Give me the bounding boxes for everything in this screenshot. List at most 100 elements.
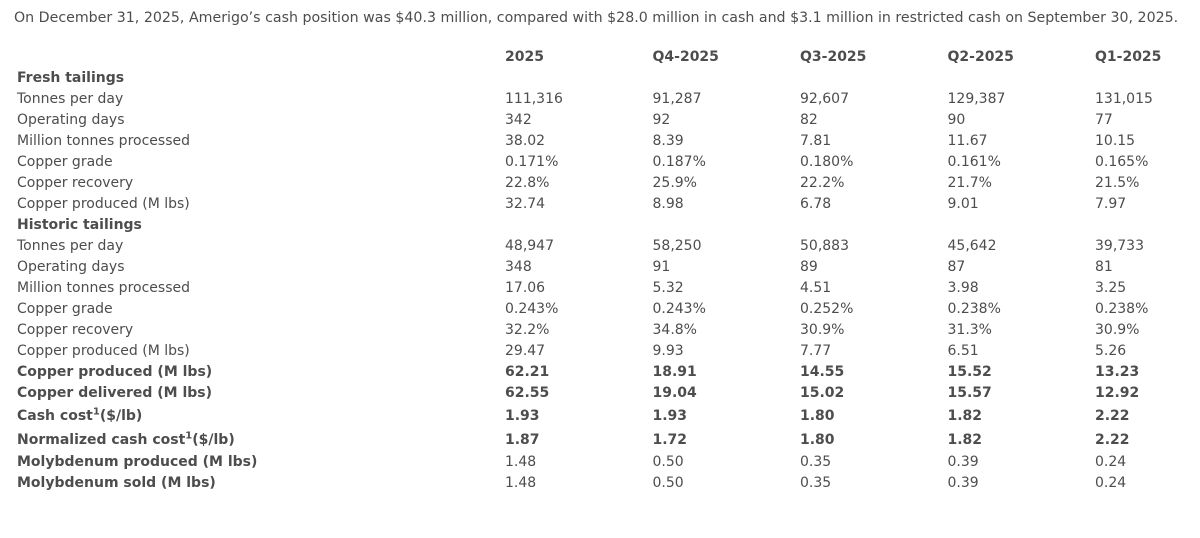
table-row: Copper grade 0.243% 0.243% 0.252% 0.238% 0.23…	[14, 299, 1200, 320]
value-cell: 87	[947, 259, 966, 275]
value-cell: 77	[1095, 112, 1113, 128]
value-cell: 0.243%	[505, 301, 559, 317]
value-cell: 7.77	[800, 343, 832, 359]
row-label-text: Historic tailings	[17, 217, 142, 233]
value-cell: 5.26	[1095, 343, 1127, 359]
value-cell: 1.48	[505, 475, 537, 491]
value-cell: 15.02	[800, 385, 845, 401]
value-cell: 32.74	[505, 196, 546, 212]
row-label: Normalized cash cost1($/lb)	[14, 428, 502, 452]
value-cell	[797, 68, 945, 89]
value-cell: 1.80	[800, 432, 835, 448]
row-label: Molybdenum sold (M lbs)	[14, 473, 502, 494]
value-cell: 0.171%	[505, 154, 559, 170]
row-label: Copper grade	[14, 152, 502, 173]
value-cell	[502, 215, 650, 236]
value-cell	[650, 68, 798, 89]
value-cell: 6.78	[800, 196, 832, 212]
value-cell: 22.8%	[505, 175, 550, 191]
row-label-text: Normalized cash cost	[17, 432, 186, 448]
table-row: Copper grade 0.171% 0.187% 0.180% 0.161% 0.16…	[14, 152, 1200, 173]
row-label: Copper produced (M lbs)	[14, 194, 502, 215]
row-label-text: Operating days	[17, 112, 125, 128]
value-cell: 1.93	[652, 408, 688, 424]
value-cell: 1.82	[947, 432, 983, 448]
row-label: Historic tailings	[14, 215, 502, 236]
table-row: Million tonnes processed 17.06 5.32 4.51 3.9…	[14, 278, 1200, 299]
table-row: Normalized cash cost1($/lb) 1.87 1.72 1.80 1…	[14, 428, 1200, 452]
header-cell-label	[14, 47, 502, 68]
value-cell: 19.04	[652, 385, 697, 401]
value-cell: 92,607	[800, 91, 849, 107]
header-cell-q2-2025: Q2-2025	[947, 49, 1014, 65]
row-label-text: Copper produced (M lbs)	[17, 343, 190, 359]
row-label-text: Tonnes per day	[17, 238, 124, 254]
row-label: Molybdenum produced (M lbs)	[14, 452, 502, 473]
row-label: Million tonnes processed	[14, 278, 502, 299]
value-cell: 25.9%	[652, 175, 697, 191]
value-cell: 30.9%	[800, 322, 845, 338]
value-cell: 22.2%	[800, 175, 845, 191]
value-cell: 0.24	[1095, 454, 1127, 470]
value-cell: 90	[947, 112, 966, 128]
value-cell: 6.51	[947, 343, 979, 359]
table-row: Molybdenum sold (M lbs) 1.48 0.50 0.35 0.39 0…	[14, 473, 1200, 494]
table-row: Copper delivered (M lbs) 62.55 19.04 15.02 1…	[14, 383, 1200, 404]
value-cell	[1092, 68, 1200, 89]
row-label-text: Million tonnes processed	[17, 280, 190, 296]
value-cell: 21.5%	[1095, 175, 1140, 191]
value-cell: 129,387	[947, 91, 1006, 107]
value-cell	[1092, 215, 1200, 236]
value-cell: 92	[652, 112, 671, 128]
table-row: Molybdenum produced (M lbs) 1.48 0.50 0.35 0…	[14, 452, 1200, 473]
value-cell: 4.51	[800, 280, 832, 296]
operations-table: 2025 Q4-2025 Q3-2025 Q2-2025 Q1-2025 Fre…	[14, 47, 1200, 494]
table-row: Operating days 348 91 89 87 81	[14, 257, 1200, 278]
table-row: Copper produced (M lbs) 32.74 8.98 6.78 9.01…	[14, 194, 1200, 215]
row-label: Million tonnes processed	[14, 131, 502, 152]
table-row: Copper recovery 32.2% 34.8% 30.9% 31.3% 30.9%	[14, 320, 1200, 341]
value-cell: 131,015	[1095, 91, 1153, 107]
row-label: Tonnes per day	[14, 236, 502, 257]
value-cell: 91	[652, 259, 671, 275]
table-row: Million tonnes processed 38.02 8.39 7.81 11.…	[14, 131, 1200, 152]
table-row: Copper recovery 22.8% 25.9% 22.2% 21.7% 21.5%	[14, 173, 1200, 194]
value-cell: 0.35	[800, 475, 832, 491]
row-label: Tonnes per day	[14, 89, 502, 110]
row-label-text: Cash cost	[17, 408, 93, 424]
intro-paragraph: On December 31, 2025, Amerigo’s cash pos…	[14, 10, 1179, 26]
value-cell	[945, 215, 1093, 236]
header-cell-2025: 2025	[505, 49, 544, 65]
value-cell: 0.24	[1095, 475, 1127, 491]
row-label: Copper produced (M lbs)	[14, 362, 502, 383]
value-cell: 0.243%	[652, 301, 706, 317]
value-cell: 17.06	[505, 280, 546, 296]
row-label: Copper delivered (M lbs)	[14, 383, 502, 404]
row-label: Operating days	[14, 257, 502, 278]
value-cell: 0.39	[947, 475, 979, 491]
value-cell: 62.21	[505, 364, 550, 380]
value-cell: 11.67	[947, 133, 988, 149]
value-cell: 29.47	[505, 343, 546, 359]
row-label-text: Copper produced (M lbs)	[17, 196, 190, 212]
value-cell: 1.80	[800, 408, 835, 424]
row-label-text: Copper produced (M lbs)	[17, 364, 213, 380]
table-row: Tonnes per day 111,316 91,287 92,607 129,387…	[14, 89, 1200, 110]
value-cell	[650, 215, 798, 236]
row-label: Fresh tailings	[14, 68, 502, 89]
value-cell: 1.87	[505, 432, 540, 448]
value-cell: 32.2%	[505, 322, 550, 338]
row-label-text: Copper grade	[17, 154, 113, 170]
row-label-text: Molybdenum produced (M lbs)	[17, 454, 258, 470]
row-label-text: Copper grade	[17, 301, 113, 317]
row-label-text: Molybdenum sold (M lbs)	[17, 475, 216, 491]
value-cell: 0.252%	[800, 301, 854, 317]
value-cell: 48,947	[505, 238, 554, 254]
row-label: Copper recovery	[14, 173, 502, 194]
value-cell: 21.7%	[947, 175, 992, 191]
value-cell: 0.50	[652, 454, 684, 470]
row-label-text: Copper recovery	[17, 322, 134, 338]
value-cell: 0.238%	[947, 301, 1001, 317]
table-row: Copper produced (M lbs) 29.47 9.93 7.77 6.51…	[14, 341, 1200, 362]
value-cell: 18.91	[652, 364, 697, 380]
